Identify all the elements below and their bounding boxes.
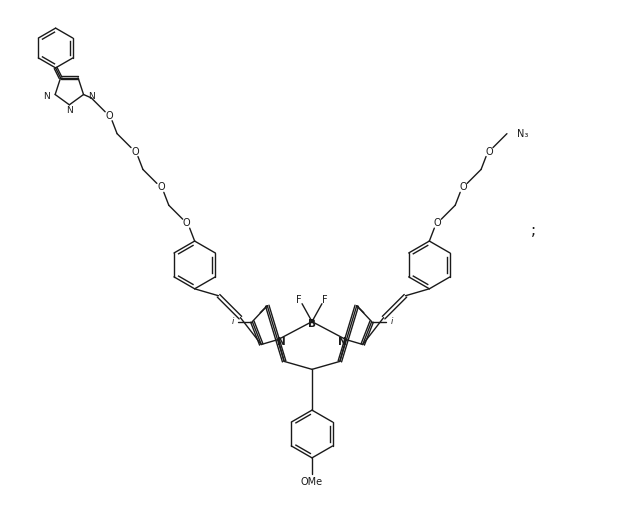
Text: N: N (338, 336, 347, 346)
Text: F: F (296, 295, 302, 305)
Text: B: B (308, 319, 316, 329)
Text: O: O (459, 182, 467, 192)
Text: i: i (391, 317, 392, 326)
Text: O: O (434, 218, 441, 228)
Text: O: O (157, 182, 165, 192)
Text: N: N (89, 92, 95, 101)
Text: F: F (322, 295, 328, 305)
Text: O: O (485, 146, 493, 157)
Text: N₃: N₃ (517, 129, 529, 139)
Text: N: N (66, 106, 73, 115)
Text: i: i (232, 317, 233, 326)
Text: N: N (277, 336, 286, 346)
Text: OMe: OMe (301, 477, 323, 487)
Text: ;: ; (531, 223, 537, 238)
Text: N: N (44, 92, 50, 101)
Text: O: O (131, 146, 139, 157)
Text: O: O (105, 111, 113, 121)
Text: O: O (183, 218, 190, 228)
